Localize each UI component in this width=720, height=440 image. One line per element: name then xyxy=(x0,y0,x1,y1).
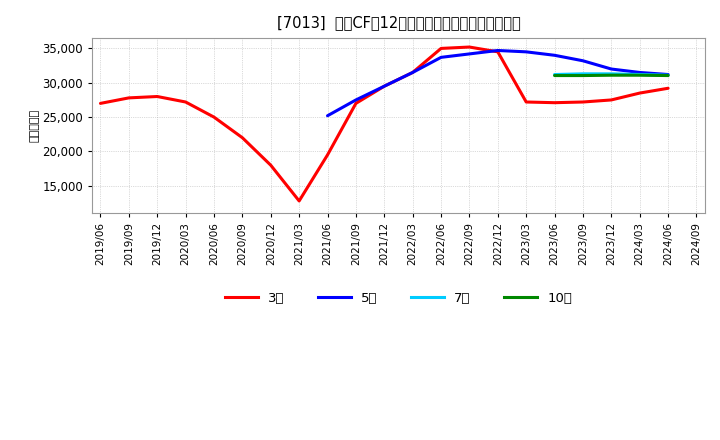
3年 xyxy=(181,99,190,105)
7年 xyxy=(636,72,644,77)
5年 xyxy=(380,84,389,89)
3年 xyxy=(664,86,672,91)
3年 xyxy=(408,70,417,75)
7年 xyxy=(579,71,588,77)
5年 xyxy=(465,51,474,57)
5年 xyxy=(607,66,616,72)
Line: 7年: 7年 xyxy=(554,74,668,75)
5年 xyxy=(636,70,644,75)
10年 xyxy=(607,73,616,78)
Title: [7013]  投賄CFだ12か月移動合計の標準偏差の推移: [7013] 投賄CFだ12か月移動合計の標準偏差の推移 xyxy=(276,15,521,30)
3年 xyxy=(294,198,303,204)
5年 xyxy=(408,70,417,75)
5年 xyxy=(437,55,446,60)
3年 xyxy=(380,84,389,89)
3年 xyxy=(210,114,218,120)
3年 xyxy=(550,100,559,105)
3年 xyxy=(266,162,275,168)
7年 xyxy=(607,71,616,77)
3年 xyxy=(579,99,588,105)
7年 xyxy=(550,72,559,77)
3年 xyxy=(238,135,247,140)
5年 xyxy=(550,53,559,58)
3年 xyxy=(153,94,161,99)
3年 xyxy=(522,99,531,105)
10年 xyxy=(636,73,644,78)
10年 xyxy=(664,73,672,78)
5年 xyxy=(351,97,360,103)
3年 xyxy=(125,95,133,100)
Legend: 3年, 5年, 7年, 10年: 3年, 5年, 7年, 10年 xyxy=(220,286,577,310)
3年 xyxy=(636,91,644,96)
5年 xyxy=(493,48,502,53)
10年 xyxy=(579,73,588,78)
10年 xyxy=(550,73,559,78)
Line: 3年: 3年 xyxy=(101,47,668,201)
3年 xyxy=(323,152,332,158)
3年 xyxy=(437,46,446,51)
5年 xyxy=(579,58,588,63)
3年 xyxy=(96,101,105,106)
3年 xyxy=(351,101,360,106)
5年 xyxy=(664,72,672,77)
3年 xyxy=(465,44,474,50)
Line: 5年: 5年 xyxy=(328,51,668,116)
3年 xyxy=(607,97,616,103)
5年 xyxy=(522,49,531,55)
7年 xyxy=(664,73,672,78)
3年 xyxy=(493,49,502,55)
5年 xyxy=(323,113,332,118)
Y-axis label: （百万円）: （百万円） xyxy=(30,109,40,142)
